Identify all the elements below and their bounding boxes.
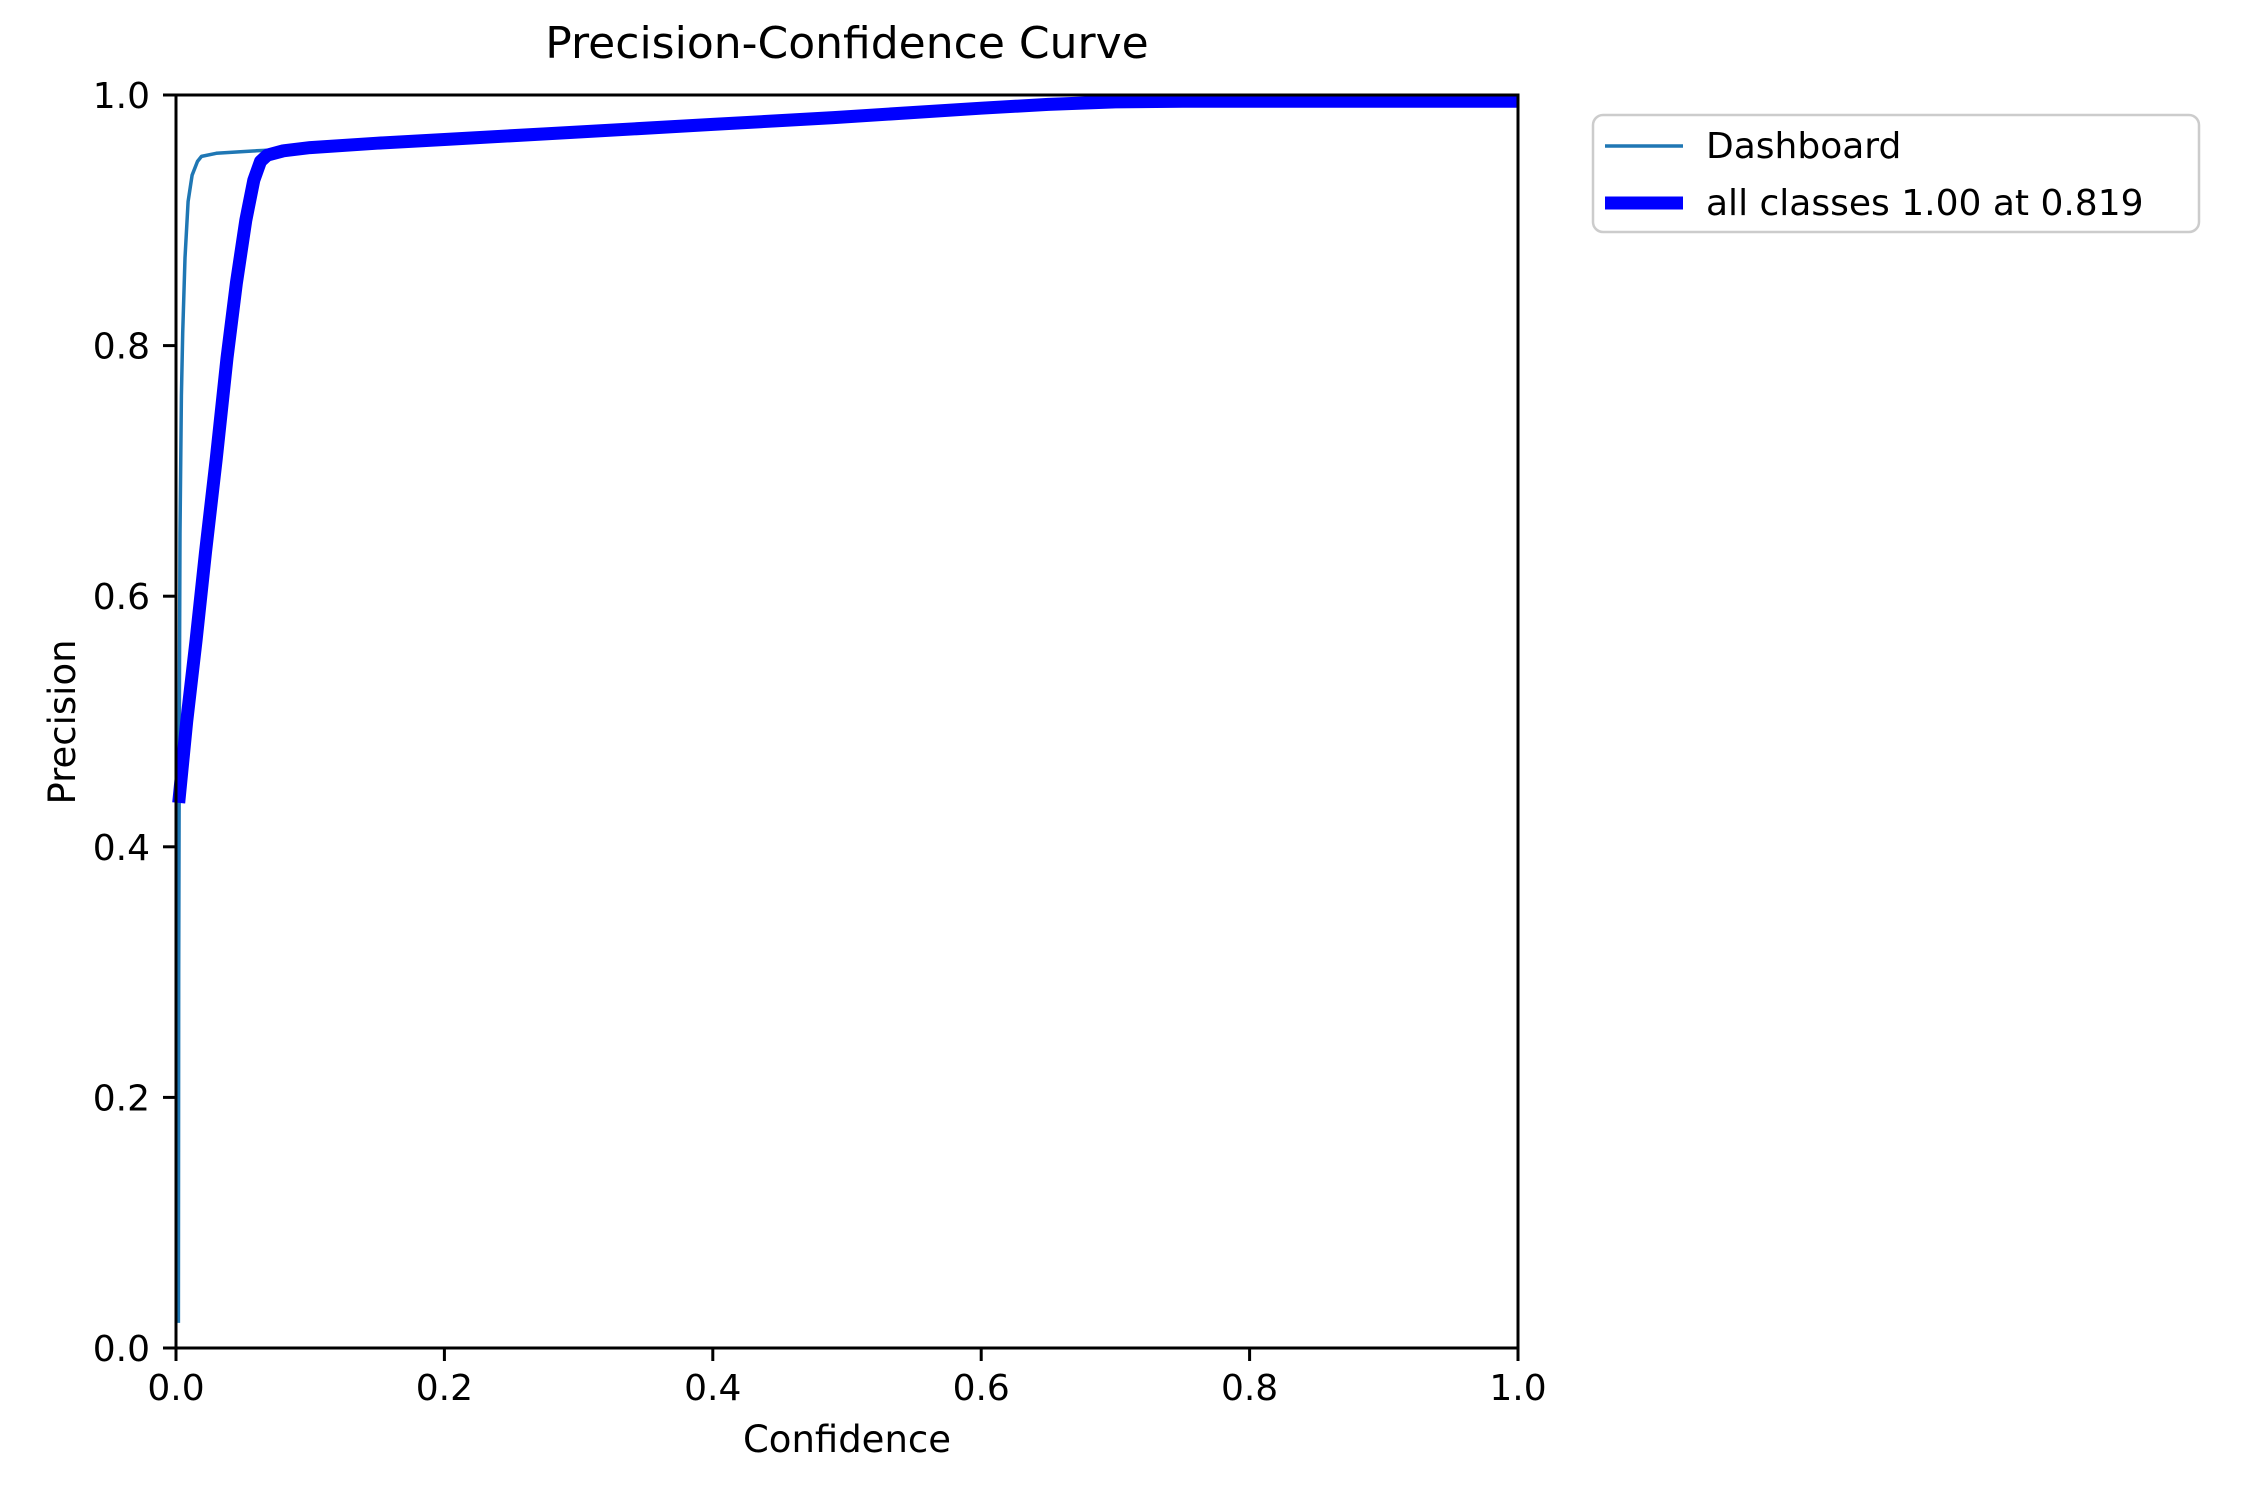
x-tick-label: 0.6	[953, 1368, 1010, 1409]
x-tick-label: 0.8	[1221, 1368, 1278, 1409]
series-line-all-classes	[172, 94, 1518, 804]
x-tick-label: 0.0	[147, 1368, 204, 1409]
x-tick-label: 1.0	[1489, 1368, 1546, 1409]
legend-box	[1591, 113, 2201, 234]
y-tick-label: 0.4	[93, 828, 150, 869]
legend-entries: Dashboard all classes 1.00 at 0.819	[1605, 126, 2144, 224]
y-tick-label: 0.8	[93, 327, 150, 368]
y-tick-label: 0.0	[93, 1329, 150, 1370]
plot-frame	[174, 93, 1520, 1350]
plot-area	[176, 95, 1518, 1348]
y-tick-label: 0.2	[93, 1078, 150, 1119]
y-tick-label: 0.6	[93, 577, 150, 618]
x-axis-ticks: 0.0 0.2 0.4 0.6 0.8 1.0	[147, 1348, 1547, 1409]
y-tick-label: 1.0	[93, 76, 150, 117]
x-tick-label: 0.2	[416, 1368, 473, 1409]
legend-label: all classes 1.00 at 0.819	[1706, 183, 2144, 224]
y-axis-label: Precision	[41, 639, 84, 804]
series-lines	[172, 94, 1518, 1323]
x-axis-label: Confidence	[743, 1418, 951, 1461]
x-tick-label: 0.4	[684, 1368, 741, 1409]
y-axis-ticks: 0.0 0.2 0.4 0.6 0.8 1.0	[93, 76, 176, 1370]
legend-label: Dashboard	[1706, 126, 1901, 167]
chart-title: Precision-Confidence Curve	[545, 18, 1148, 69]
legend: Dashboard all classes 1.00 at 0.819	[1591, 113, 2201, 234]
